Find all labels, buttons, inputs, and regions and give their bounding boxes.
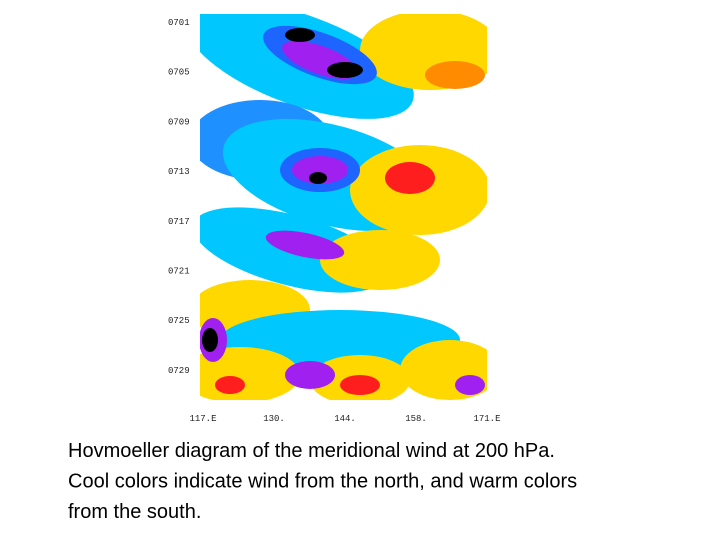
contour-core	[292, 156, 348, 184]
contour-core	[327, 62, 363, 78]
contour-band	[200, 347, 300, 400]
contour-core	[425, 61, 485, 89]
caption-line: Hovmoeller diagram of the meridional win…	[68, 440, 555, 462]
contour-core	[340, 375, 380, 395]
y-label: 0717	[168, 217, 190, 227]
x-label: 117.E	[189, 414, 216, 424]
contour-core	[285, 28, 315, 42]
contour-field	[200, 14, 487, 400]
y-label: 0729	[168, 366, 190, 376]
caption: Hovmoeller diagram of the meridional win…	[68, 440, 577, 523]
y-label: 0709	[168, 117, 190, 127]
contour-core	[215, 376, 245, 394]
y-label: 0705	[168, 68, 190, 78]
contour-core	[265, 230, 345, 260]
contour-core	[309, 172, 327, 184]
x-label: 130.	[263, 414, 285, 424]
y-label: 0713	[168, 167, 190, 177]
caption-line: Cool colors indicate wind from the north…	[68, 471, 577, 493]
contour-core	[455, 375, 485, 395]
x-label: 144.	[334, 414, 356, 424]
x-label: 158.	[405, 414, 427, 424]
contour-core	[285, 361, 335, 389]
x-axis-labels: 117.E 130. 144. 158. 171.E	[189, 414, 500, 424]
contour-core	[202, 328, 218, 352]
caption-line: from the south.	[68, 501, 201, 523]
y-label: 0725	[168, 316, 190, 326]
y-label: 0701	[168, 18, 190, 28]
contour-band	[320, 230, 440, 290]
y-label: 0721	[168, 267, 190, 277]
y-axis-labels: 0701 0705 0709 0713 0717 0721 0725 0729	[168, 18, 190, 376]
contour-band	[400, 340, 487, 400]
contour-core	[385, 162, 435, 194]
x-label: 171.E	[473, 414, 500, 424]
